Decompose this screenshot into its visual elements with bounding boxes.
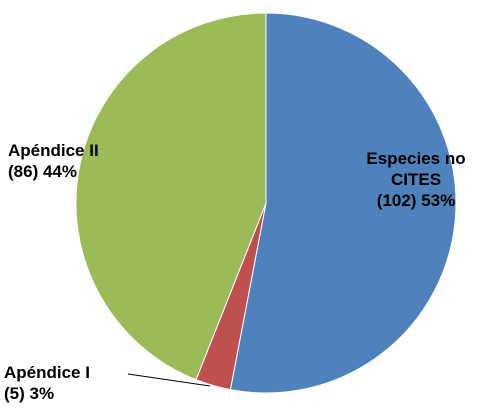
pie-slice <box>229 12 457 394</box>
slice-label: Especies no CITES (102) 53% <box>340 148 491 211</box>
category-label: Especies no CITES <box>366 149 466 189</box>
value-label: (5) 3% <box>4 384 55 403</box>
slice-label: Apéndice I (5) 3% <box>4 362 144 404</box>
value-label: (86) 44% <box>8 162 77 181</box>
leader-line <box>127 373 211 387</box>
category-label: Apéndice I <box>4 363 90 382</box>
pie-slice <box>75 12 267 381</box>
category-label: Apéndice II <box>8 141 99 160</box>
value-label: (102) 53% <box>376 191 456 210</box>
slice-label: Apéndice II (86) 44% <box>8 140 138 182</box>
